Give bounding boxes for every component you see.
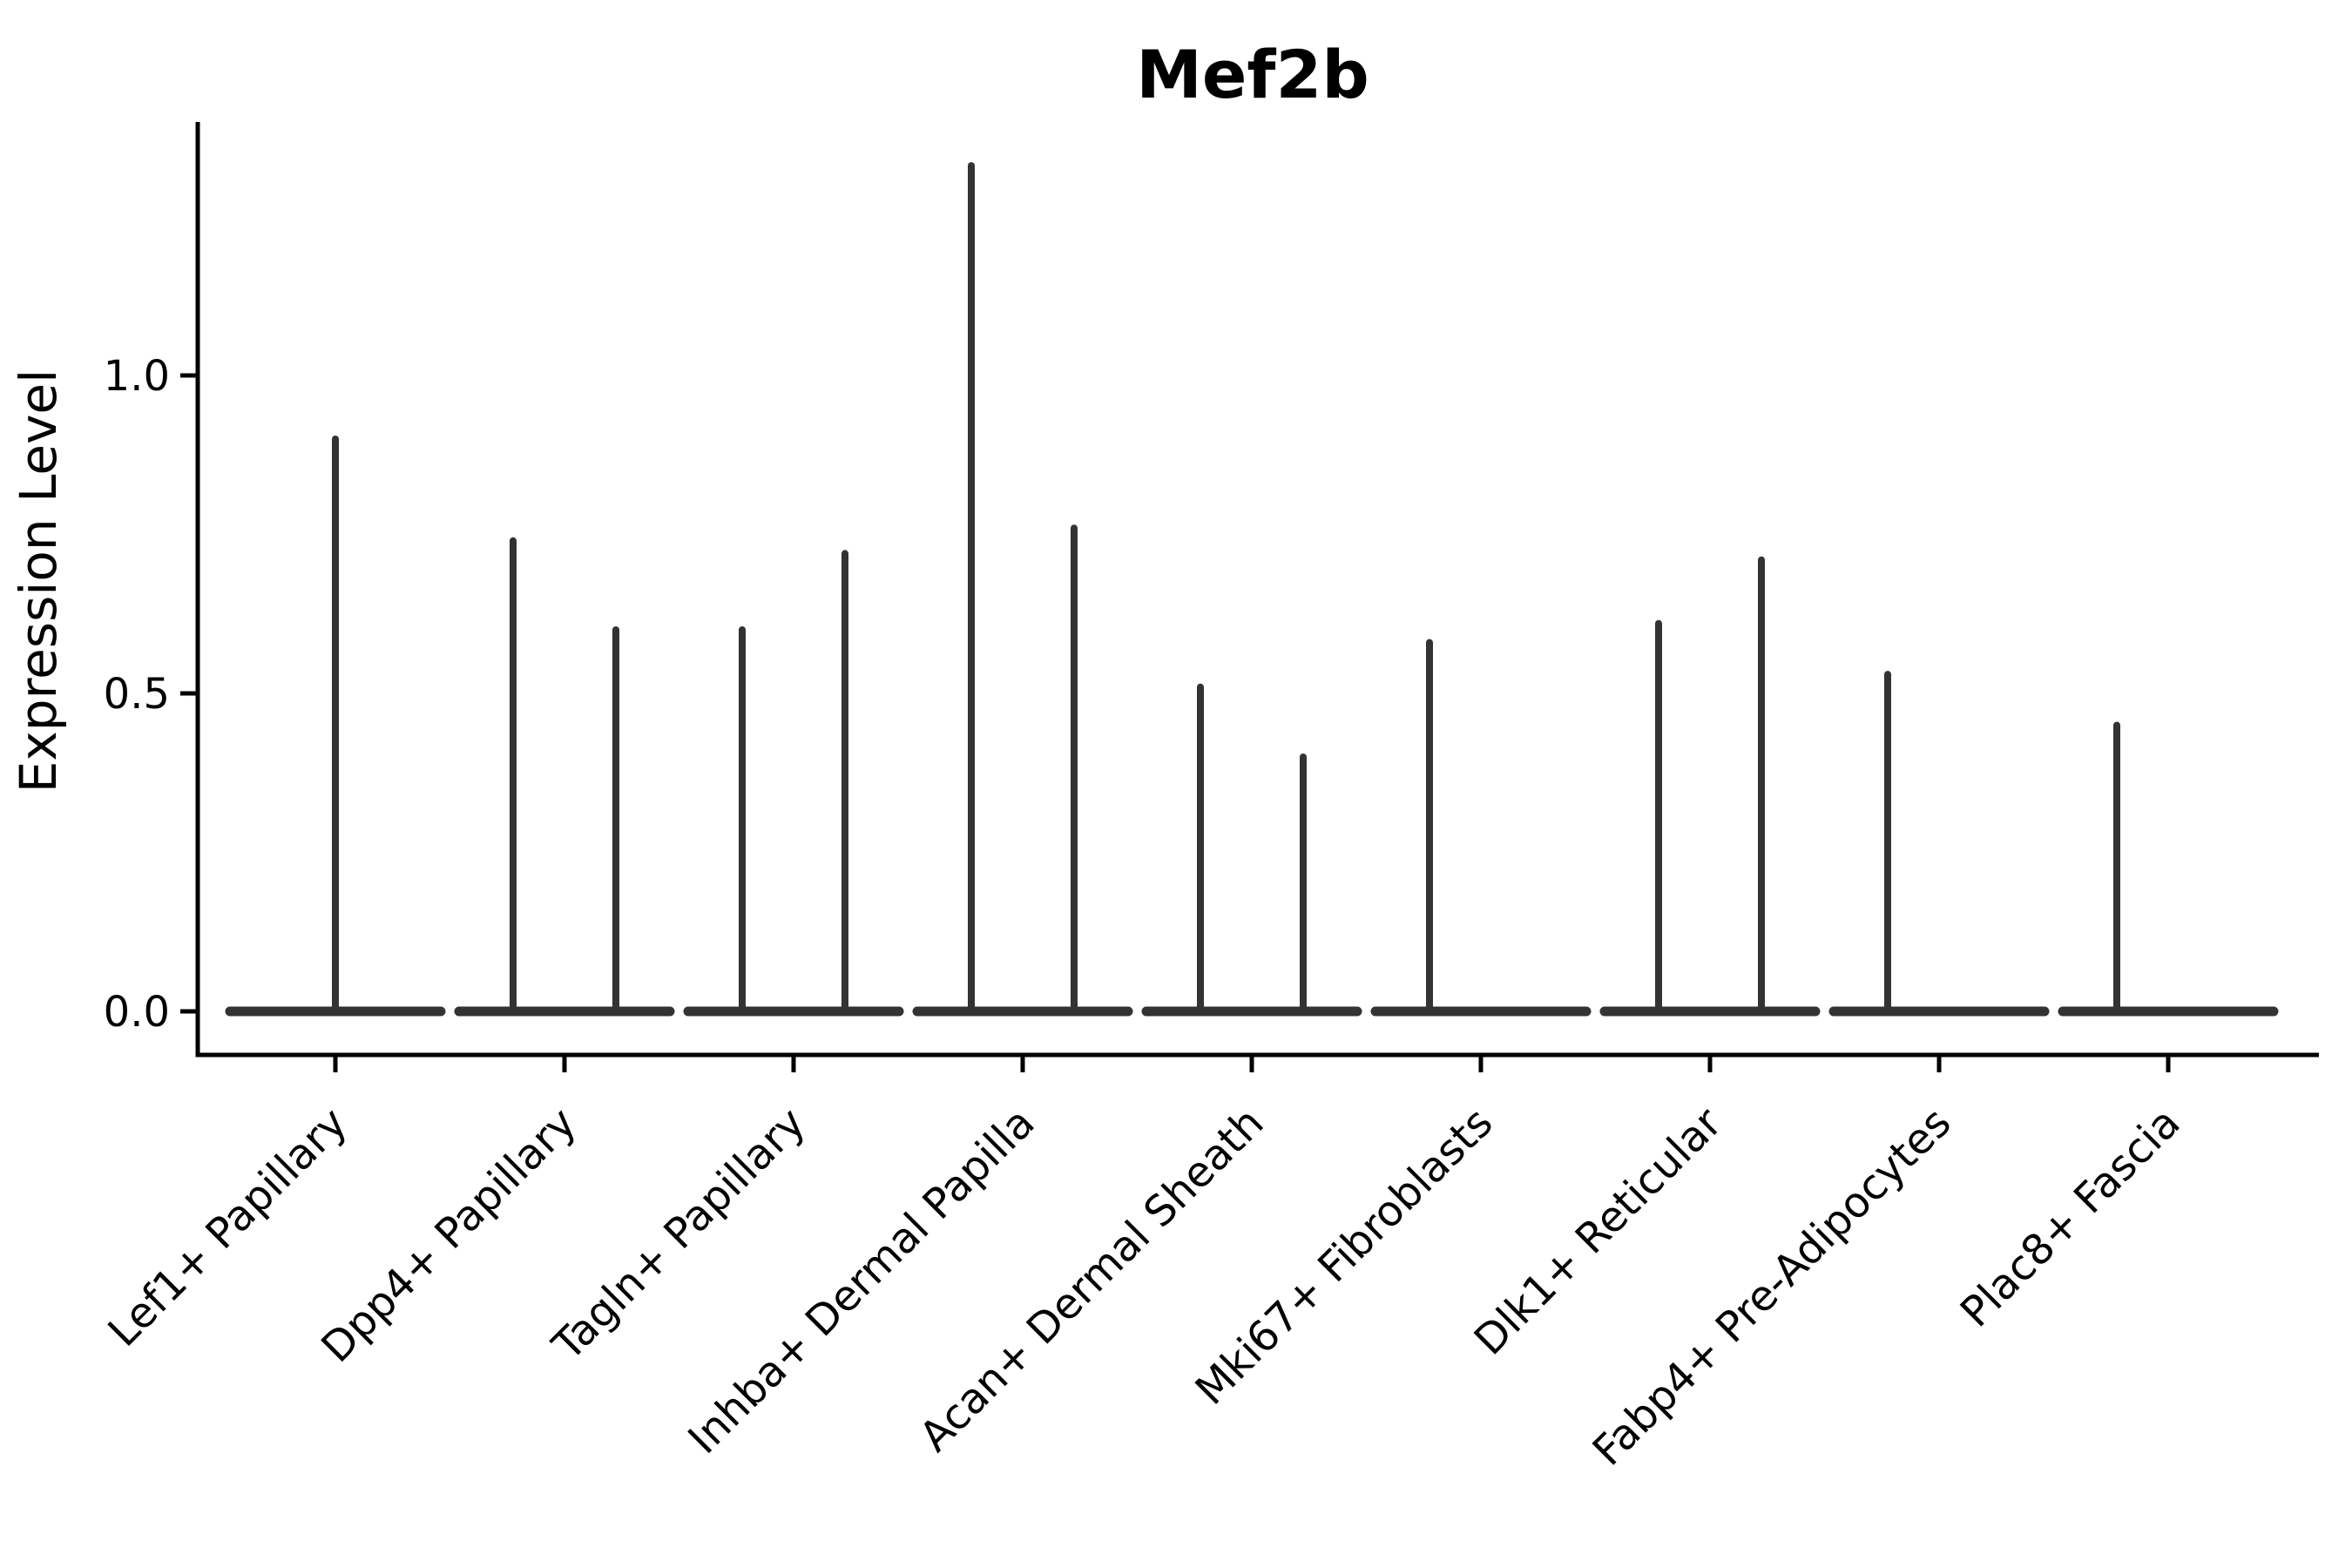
y-tick-label: 0.0 (104, 988, 170, 1037)
x-tick-label: Lef1+ Papillary (99, 1098, 357, 1356)
x-tick-label: Dpp4+ Papillary (312, 1098, 585, 1372)
y-tick-label: 0.5 (104, 670, 170, 719)
y-axis-label: Expression Level (9, 369, 68, 793)
chart-title: Mef2b (1136, 36, 1369, 113)
y-ticks: 0.0 0.5 1.0 (104, 352, 198, 1037)
violins (225, 162, 2279, 1017)
x-tick-label: Dlk1+ Reticular (1465, 1098, 1732, 1365)
x-tick-label: Tagln+ Papillary (543, 1098, 814, 1370)
y-tick-label: 1.0 (104, 352, 170, 401)
x-tick-label: Plac8+ Fascia (1951, 1098, 2190, 1337)
